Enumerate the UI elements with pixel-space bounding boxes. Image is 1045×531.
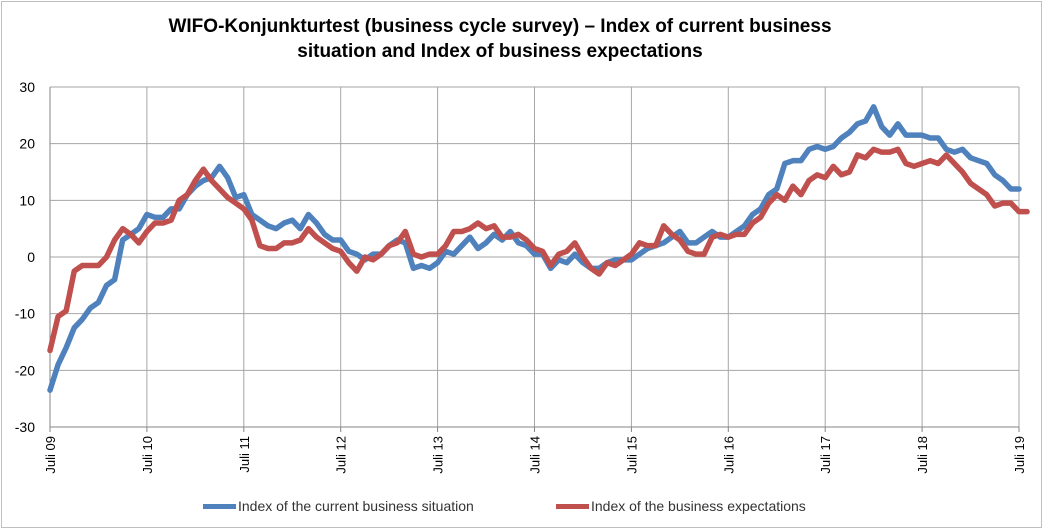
legend: Index of the current business situation … xyxy=(0,496,1045,516)
y-tick-label: -10 xyxy=(15,306,35,322)
chart-title-line-1: WIFO-Konjunkturtest (business cycle surv… xyxy=(168,16,832,37)
legend-item-current-situation: Index of the current business situation xyxy=(203,496,474,516)
x-tick-label: Juli 13 xyxy=(431,436,446,474)
x-tick-label: Juli 12 xyxy=(334,436,349,474)
x-axis-tick-labels: Juli 09 Juli 10 Juli 11 Juli 12 Juli 13 Juli … xyxy=(43,436,1027,474)
legend-item-business-expectations: Index of the business expectations xyxy=(556,496,806,516)
x-tick-label: Juli 17 xyxy=(818,436,833,474)
legend-label-business-expectations: Index of the business expectations xyxy=(591,498,806,514)
x-tick-label: Juli 18 xyxy=(915,436,930,474)
x-tick-label: Juli 15 xyxy=(624,436,639,474)
x-tick-label: Juli 10 xyxy=(140,436,155,474)
x-tick-label: Juli 16 xyxy=(721,436,736,474)
series-lines xyxy=(47,104,1030,393)
chart-title: WIFO-Konjunkturtest (business cycle surv… xyxy=(0,14,1000,64)
y-tick-label: 30 xyxy=(19,79,35,95)
x-tick-label: Juli 19 xyxy=(1012,436,1027,474)
legend-swatch-business-expectations xyxy=(556,503,589,509)
y-tick-label: -20 xyxy=(15,362,35,378)
x-tick-label: Juli 11 xyxy=(237,436,252,473)
series-line-business-expectations xyxy=(47,146,1030,354)
axes xyxy=(49,87,1020,432)
y-tick-label: 0 xyxy=(27,249,35,265)
y-tick-label: 20 xyxy=(19,136,35,152)
chart-title-line-2: situation and Index of business expectat… xyxy=(297,41,703,62)
y-axis-tick-labels: 30 20 10 0 -10 -20 -30 xyxy=(15,79,35,435)
legend-swatch-current-situation xyxy=(203,503,236,509)
x-tick-label: Juli 09 xyxy=(43,436,58,474)
y-tick-label: 10 xyxy=(19,192,35,208)
x-tick-label: Juli 14 xyxy=(528,436,543,474)
legend-label-current-situation: Index of the current business situation xyxy=(238,498,474,514)
y-tick-label: -30 xyxy=(15,419,35,435)
